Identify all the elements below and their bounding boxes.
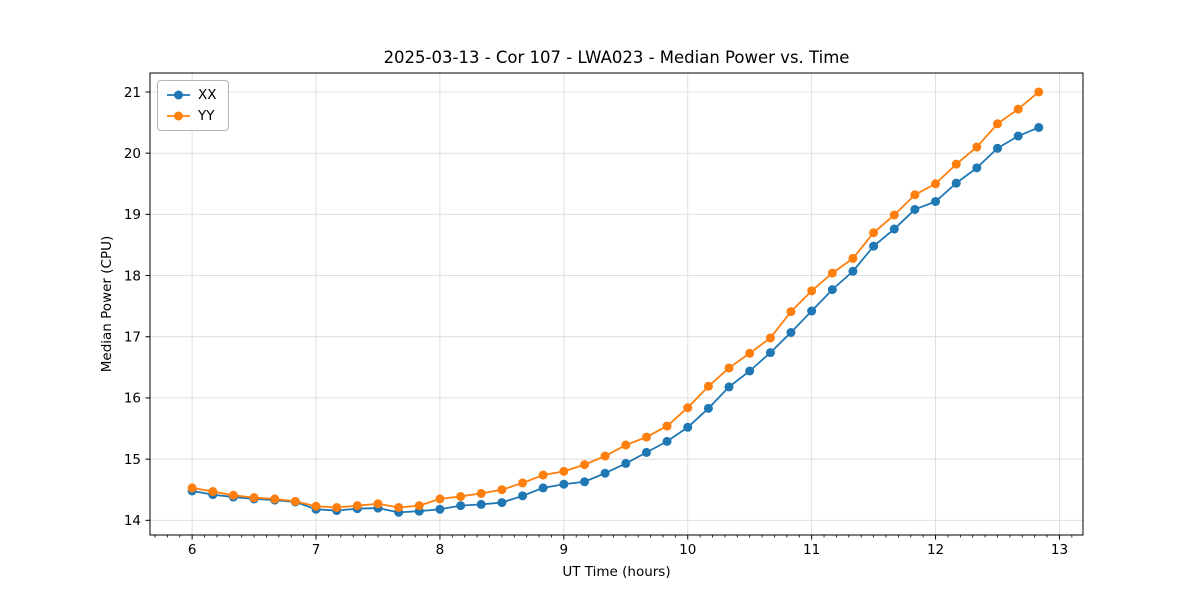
- x-tick-label: 13: [1051, 542, 1068, 558]
- x-tick-label: 10: [679, 542, 696, 558]
- legend-marker-xx-icon: [167, 90, 190, 100]
- x-tick-label: 12: [927, 542, 944, 558]
- y-tick-label: 20: [124, 146, 141, 162]
- legend-entry-xx: XX: [166, 86, 217, 104]
- legend-label-xx: XX: [198, 87, 217, 103]
- y-axis-label: Median Power (CPU): [99, 235, 115, 373]
- x-tick-label: 6: [188, 542, 197, 558]
- x-minor-ticks: [154, 535, 1073, 538]
- x-tick-label: 9: [560, 542, 569, 558]
- x-axis-label: UT Time (hours): [562, 564, 671, 580]
- grid-lines: [150, 73, 1083, 535]
- series-xx-line: [191, 126, 1040, 514]
- y-tick-label: 17: [124, 330, 141, 346]
- x-tick-label: 7: [312, 542, 321, 558]
- x-tick-label: 8: [436, 542, 445, 558]
- y-tick-label: 14: [124, 513, 141, 529]
- legend: XX YY: [157, 80, 229, 131]
- y-tick-label: 19: [124, 207, 141, 223]
- legend-entry-yy: YY: [166, 107, 217, 125]
- y-tick-label: 15: [124, 452, 141, 468]
- axes-spines: [149, 72, 1084, 536]
- x-major-ticks: 6 7 8 9 10 11 12 13: [188, 535, 1068, 558]
- series-yy-line: [191, 91, 1040, 509]
- chart-title: 2025-03-13 - Cor 107 - LWA023 - Median P…: [383, 48, 850, 67]
- y-tick-label: 21: [124, 85, 141, 101]
- x-tick-label: 11: [803, 542, 820, 558]
- y-tick-label: 18: [124, 268, 141, 284]
- y-tick-label: 16: [124, 391, 141, 407]
- y-major-ticks: 14 15 16 17 18 19 20 21: [124, 85, 150, 529]
- series-yy-markers: [187, 87, 1044, 512]
- legend-label-yy: YY: [198, 108, 215, 124]
- legend-marker-yy-icon: [167, 111, 190, 121]
